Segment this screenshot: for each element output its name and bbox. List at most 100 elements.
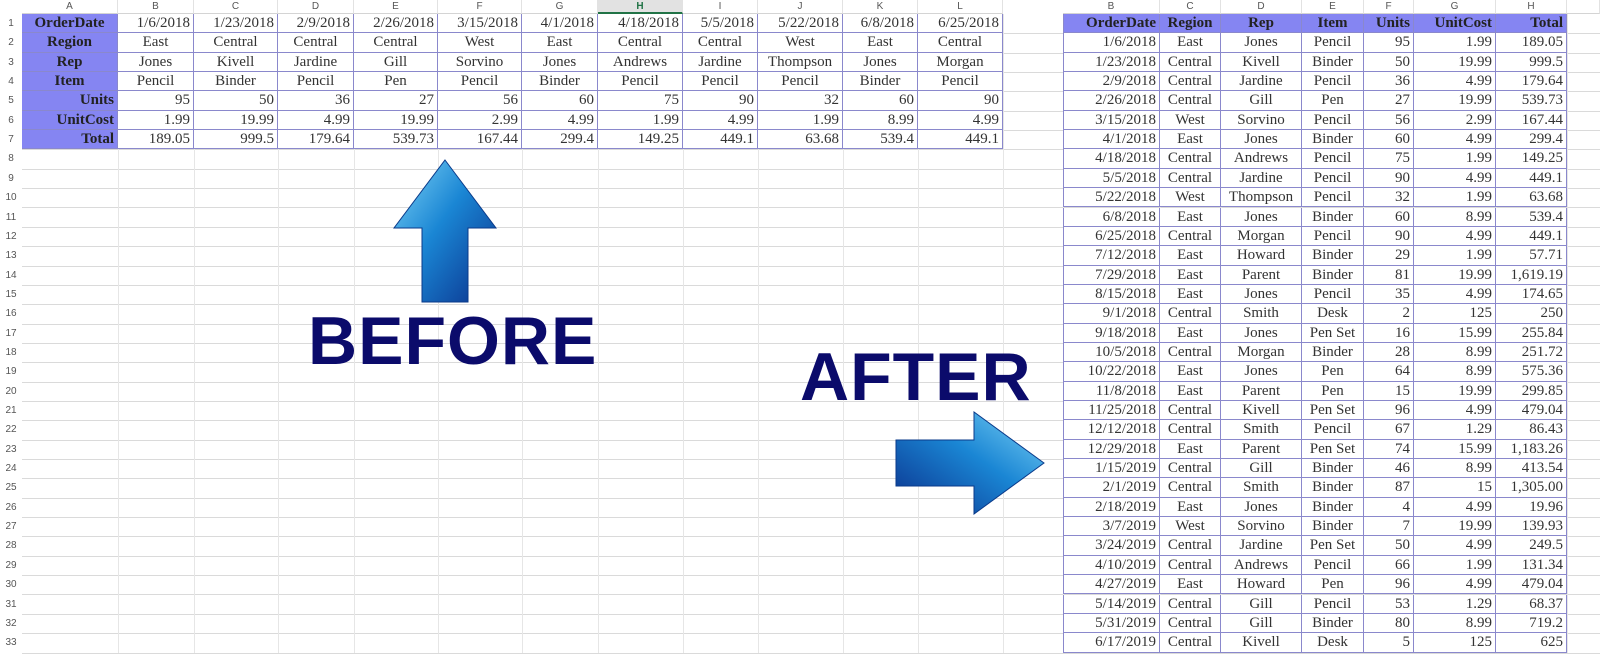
cell[interactable]: Howard [1221, 246, 1302, 266]
cell[interactable]: 15 [1414, 478, 1496, 498]
cell[interactable]: 74 [1364, 439, 1414, 460]
cell[interactable]: 90 [683, 91, 758, 111]
column-header-g[interactable]: G [1414, 0, 1496, 14]
cell[interactable]: 6/17/2019 [1063, 633, 1160, 653]
cell[interactable]: 250 [1496, 304, 1567, 324]
cell[interactable]: Gill [1221, 459, 1302, 479]
cell[interactable]: Central [1160, 420, 1221, 440]
cell[interactable]: Pencil [1302, 555, 1364, 576]
row-number[interactable]: 16 [5, 308, 17, 320]
cell[interactable]: 6/8/2018 [1063, 207, 1160, 227]
cell[interactable]: Pencil [758, 72, 843, 92]
cell[interactable]: Central [1160, 633, 1221, 653]
cell[interactable]: 8.99 [1414, 342, 1496, 363]
cell[interactable]: Central [1160, 555, 1221, 576]
column-header-g[interactable]: G [522, 0, 598, 14]
row-number[interactable]: 9 [8, 172, 14, 184]
cell[interactable]: Binder [1302, 52, 1364, 73]
row-number[interactable]: 1 [8, 18, 14, 29]
cell[interactable]: 8/15/2018 [1063, 284, 1160, 305]
cell[interactable]: Morgan [918, 52, 1003, 73]
cell[interactable]: 11/25/2018 [1063, 401, 1160, 421]
cell[interactable]: Central [1160, 52, 1221, 73]
cell[interactable]: 95 [118, 91, 194, 111]
cell[interactable]: Binder [1302, 342, 1364, 363]
cell[interactable]: Sorvino [1221, 110, 1302, 131]
cell[interactable]: 189.05 [1496, 33, 1567, 53]
cell[interactable]: Jardine [278, 52, 354, 73]
cell[interactable]: 5/14/2019 [1063, 594, 1160, 614]
row-number[interactable]: 33 [5, 637, 17, 649]
cell[interactable]: 139.93 [1496, 517, 1567, 537]
cell[interactable]: Central [1160, 594, 1221, 614]
cell[interactable]: Binder [843, 72, 918, 92]
cell[interactable]: 60 [843, 91, 918, 111]
cell[interactable]: 449.1 [918, 130, 1003, 150]
row-number[interactable]: 2 [8, 37, 14, 49]
cell[interactable]: Andrews [1221, 555, 1302, 576]
cell[interactable]: Jones [1221, 497, 1302, 518]
cell[interactable]: Central [1160, 536, 1221, 556]
row-label-total[interactable]: Total [22, 130, 118, 150]
cell[interactable]: Jones [118, 52, 194, 73]
cell[interactable]: 7/29/2018 [1063, 265, 1160, 285]
column-header-d[interactable]: D [1221, 0, 1302, 14]
cell[interactable]: 32 [1364, 188, 1414, 208]
column-header-c[interactable]: C [194, 0, 278, 14]
column-header-k[interactable]: K [843, 0, 918, 14]
cell[interactable]: 2 [1364, 304, 1414, 324]
cell[interactable]: 5 [1364, 633, 1414, 653]
cell[interactable]: Central [1160, 149, 1221, 169]
cell[interactable]: 28 [1364, 342, 1414, 363]
cell[interactable]: 1,619.19 [1496, 265, 1567, 285]
column-header-f[interactable]: F [438, 0, 522, 14]
cell[interactable]: 4/18/2018 [1063, 149, 1160, 169]
column-header-j[interactable]: J [758, 0, 843, 14]
cell[interactable]: Smith [1221, 478, 1302, 498]
cell[interactable]: Gill [1221, 613, 1302, 634]
cell[interactable]: 1/23/2018 [194, 14, 278, 34]
cell[interactable]: 2/9/2018 [1063, 72, 1160, 92]
cell[interactable]: Sorvino [1221, 517, 1302, 537]
cell[interactable]: 1.99 [1414, 33, 1496, 53]
cell[interactable]: 1/6/2018 [118, 14, 194, 34]
column-header-d[interactable]: D [278, 0, 354, 14]
cell[interactable]: 7/12/2018 [1063, 246, 1160, 266]
cell[interactable]: 999.5 [194, 130, 278, 150]
cell[interactable]: Pen Set [1302, 401, 1364, 421]
cell[interactable]: 2/26/2018 [1063, 91, 1160, 111]
cell[interactable]: Jones [1221, 362, 1302, 382]
cell[interactable]: 5/5/2018 [683, 14, 758, 34]
cell[interactable]: 5/22/2018 [1063, 188, 1160, 208]
cell[interactable]: Pencil [918, 72, 1003, 92]
cell[interactable]: Thompson [1221, 188, 1302, 208]
cell[interactable]: 90 [918, 91, 1003, 111]
cell[interactable]: 249.5 [1496, 536, 1567, 556]
cell[interactable]: Binder [1302, 265, 1364, 285]
cell[interactable]: 1/6/2018 [1063, 33, 1160, 53]
cell[interactable]: Pen Set [1302, 536, 1364, 556]
cell[interactable]: East [1160, 130, 1221, 150]
cell[interactable]: 4.99 [1414, 575, 1496, 595]
cell[interactable]: 167.44 [438, 130, 522, 150]
cell[interactable]: 75 [1364, 149, 1414, 169]
cell[interactable]: 125 [1414, 633, 1496, 653]
row-number[interactable]: 11 [5, 211, 17, 223]
cell[interactable]: 539.4 [1496, 207, 1567, 227]
cell[interactable]: 5/5/2018 [1063, 168, 1160, 189]
cell[interactable]: Binder [1302, 207, 1364, 227]
cell[interactable]: 479.04 [1496, 575, 1567, 595]
cell[interactable]: 4.99 [1414, 497, 1496, 518]
cell[interactable]: 7 [1364, 517, 1414, 537]
cell[interactable]: 2.99 [438, 110, 522, 131]
column-title-units[interactable]: Units [1364, 14, 1414, 34]
row-number[interactable]: 17 [5, 327, 17, 339]
cell[interactable]: 50 [194, 91, 278, 111]
cell[interactable]: 449.1 [1496, 226, 1567, 247]
cell[interactable]: 96 [1364, 575, 1414, 595]
cell[interactable]: East [1160, 381, 1221, 401]
row-number[interactable]: 5 [8, 95, 14, 107]
cell[interactable]: 67 [1364, 420, 1414, 440]
cell[interactable]: 8.99 [1414, 613, 1496, 634]
cell[interactable]: 75 [598, 91, 683, 111]
